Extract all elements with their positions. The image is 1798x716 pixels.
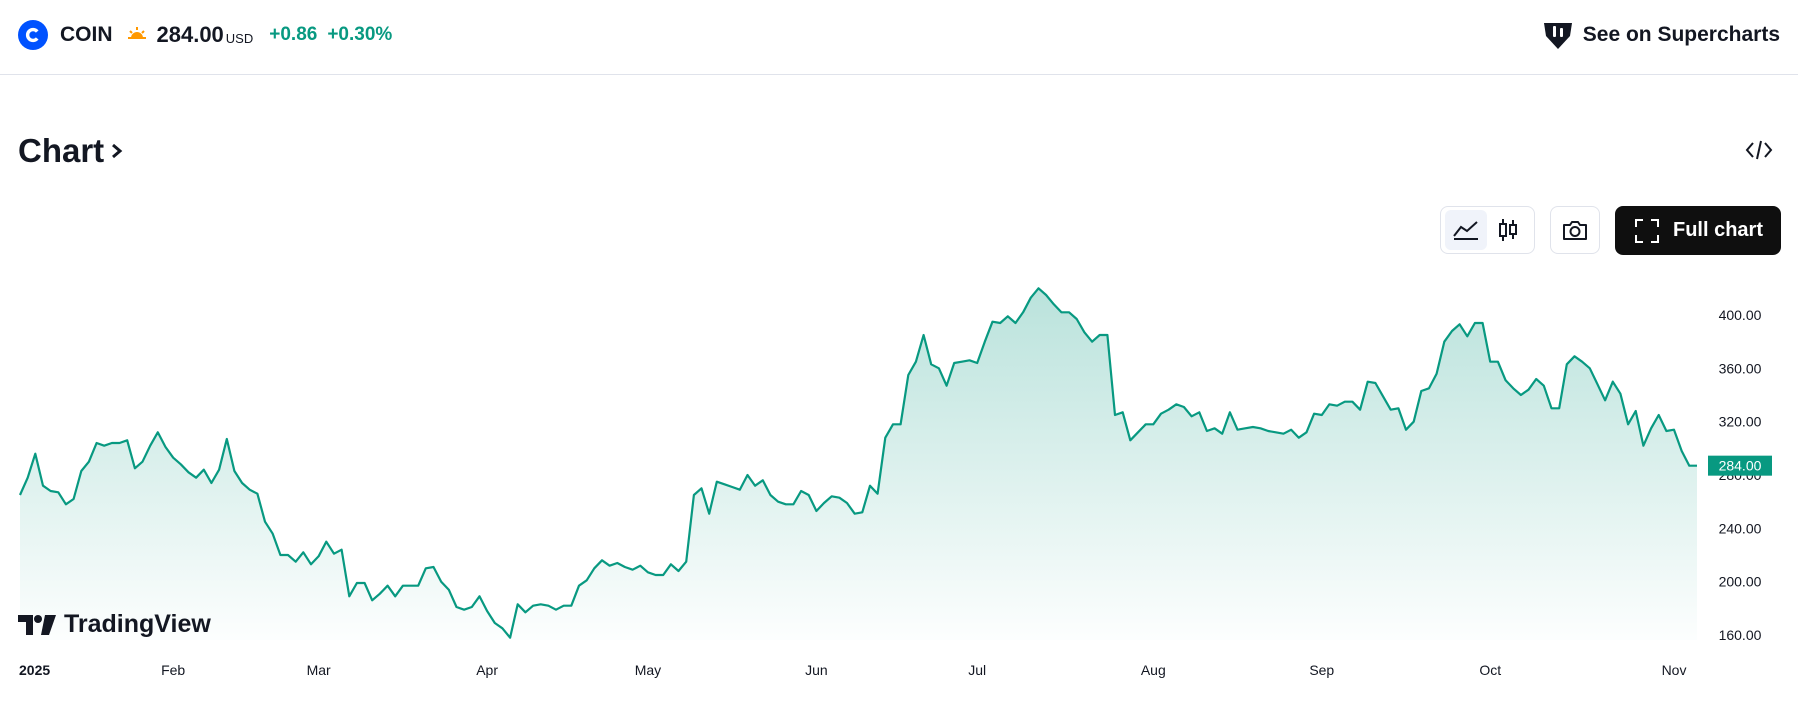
price-line [18,287,1697,639]
top-bar: COIN 284.00 USD +0.86 +0.30% See on Supe… [0,0,1798,75]
y-axis-tick-label: 240.00 [1719,520,1762,536]
x-axis-tick-label: Feb [161,662,185,678]
camera-icon [1563,221,1587,240]
chart-style-toggle [1440,206,1535,254]
x-axis-tick-label: Aug [1141,662,1166,678]
see-on-supercharts-link[interactable]: See on Supercharts [1541,18,1780,52]
last-price-badge-label: 284.00 [1719,458,1762,474]
chart-section-heading[interactable]: Chart [18,132,126,170]
y-axis-tick-label: 360.00 [1719,360,1762,376]
price-change-percent: +0.30% [327,24,393,45]
x-axis-tick-label: Jun [805,662,828,678]
x-axis-tick-label: Sep [1309,662,1334,678]
y-axis-tick-label: 160.00 [1719,627,1762,643]
market-open-sun-icon [127,27,146,39]
chevron-right-icon [112,143,123,159]
full-chart-button[interactable]: Full chart [1615,206,1781,255]
symbol-info[interactable]: COIN 284.00 USD +0.86 +0.30% [18,20,392,50]
y-axis-tick-label: 400.00 [1719,307,1762,323]
chart-section-title: Chart [18,132,105,169]
price-change: +0.86 [269,24,318,45]
x-axis-tick-label: Nov [1662,662,1687,678]
tradingview-watermark: TradingView [18,610,211,639]
full-chart-label: Full chart [1672,219,1763,241]
snapshot-button[interactable] [1550,206,1600,254]
x-axis-tick-label: Jul [968,662,986,678]
embed-code-icon[interactable] [1744,137,1774,163]
x-axis-tick-label: 2025 [19,662,50,678]
area-chart-icon [1453,221,1478,240]
x-axis-tick-label: Oct [1479,662,1501,678]
supercharts-label: See on Supercharts [1582,23,1780,46]
candles-style-button[interactable] [1487,210,1529,250]
supercharts-gem-icon [1543,23,1572,49]
last-price: 284.00 [156,22,224,47]
price-chart[interactable]: 400.00360.00320.00280.00240.00200.00160.… [0,270,1798,690]
fullscreen-icon [1634,218,1659,243]
y-axis-tick-label: 200.00 [1719,574,1762,590]
x-axis-tick-label: Apr [476,662,498,678]
last-price-badge [1708,455,1772,476]
price-area-fill [20,288,1697,640]
x-axis-tick-label: Mar [307,662,331,678]
y-axis-tick-label: 320.00 [1719,414,1762,430]
candles-icon [1499,219,1517,241]
symbol-ticker: COIN [60,23,113,46]
price-currency: USD [225,31,254,46]
tradingview-logo-icon [18,614,56,635]
tradingview-wordmark: TradingView [64,610,211,638]
area-style-button[interactable] [1445,210,1487,250]
x-axis-tick-label: May [635,662,661,678]
coinbase-logo-icon [18,20,48,50]
